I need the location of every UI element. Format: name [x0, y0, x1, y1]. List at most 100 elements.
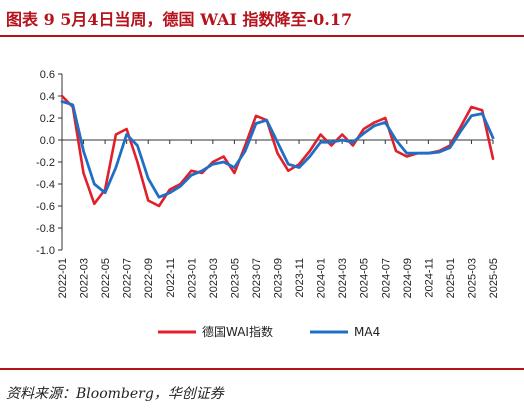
y-tick-label: 0.6: [40, 69, 55, 81]
data-point-wai: [61, 95, 63, 97]
legend-label-wai: 德国WAI指数: [202, 324, 273, 339]
data-point-ma4: [201, 169, 203, 172]
data-point-ma4: [373, 124, 376, 127]
data-point-ma4: [405, 152, 408, 155]
data-point-ma4: [416, 152, 419, 155]
x-tick-label: 2022-11: [165, 258, 177, 298]
series-line-wai: [60, 94, 495, 208]
y-tick-label: -0.6: [36, 201, 55, 213]
series-layer: [60, 94, 495, 208]
data-point-wai: [352, 144, 354, 147]
x-tick-label: 2024-05: [359, 258, 371, 298]
data-point-ma4: [125, 133, 128, 136]
data-point-ma4: [255, 122, 257, 125]
y-tick-label: 0.2: [40, 113, 55, 125]
data-point-wai: [330, 144, 333, 147]
data-point-ma4: [298, 166, 300, 169]
y-tick-label: -1.0: [36, 245, 55, 257]
data-point-ma4: [168, 191, 171, 194]
chart-canvas: 0.6 0.4 0.2 0.0 -0.2 -0.4 -0.6 -0.8 -1.0 2022-01…: [36, 69, 500, 339]
data-point-ma4: [427, 152, 430, 155]
data-point-ma4: [352, 141, 354, 144]
y-tick-label: 0.4: [40, 91, 55, 103]
x-tick-label: 2023-07: [251, 258, 263, 298]
data-point-wai: [255, 114, 257, 117]
data-point-wai: [373, 121, 376, 124]
data-point-wai: [158, 205, 160, 207]
source-note: 资料来源：Bloomberg，华创证券: [6, 386, 224, 402]
x-tick-label: 2024-11: [423, 258, 435, 298]
data-point-ma4: [244, 150, 247, 152]
data-point-wai: [405, 155, 408, 158]
data-point-wai: [168, 188, 171, 191]
data-point-ma4: [438, 151, 441, 153]
data-point-wai: [201, 172, 203, 174]
data-point-ma4: [265, 119, 268, 122]
data-point-wai: [136, 161, 139, 163]
data-point-ma4: [190, 174, 193, 177]
data-point-ma4: [211, 163, 214, 166]
data-point-wai: [276, 152, 279, 155]
data-point-ma4: [459, 130, 462, 133]
data-point-ma4: [222, 161, 225, 163]
data-point-wai: [319, 133, 322, 136]
legend-label-ma4: MA4: [354, 325, 380, 339]
x-tick-label: 2023-11: [294, 258, 306, 298]
data-point-ma4: [341, 139, 344, 141]
x-axis: 2022-01 2022-03 2022-05 2022-07 2022-09 2022-…: [57, 139, 500, 298]
data-point-wai: [82, 172, 85, 174]
data-point-ma4: [147, 177, 150, 180]
x-tick-label: 2025-05: [488, 258, 500, 298]
data-point-wai: [341, 133, 344, 136]
data-point-wai: [233, 172, 236, 174]
x-tick-label: 2022-09: [143, 258, 155, 298]
data-point-wai: [470, 106, 473, 108]
data-point-ma4: [71, 103, 74, 106]
figure-header: 图表 9 5月4日当周，德国 WAI 指数降至-0.17: [0, 0, 524, 38]
x-tick-label: 2024-09: [402, 258, 414, 298]
data-point-ma4: [395, 139, 397, 141]
x-tick-label: 2023-09: [273, 258, 285, 298]
data-point-ma4: [104, 191, 106, 194]
data-point-wai: [308, 150, 311, 152]
data-point-wai: [211, 161, 214, 163]
x-tick-label: 2024-01: [316, 258, 328, 298]
data-point-wai: [384, 117, 387, 119]
data-point-ma4: [233, 166, 236, 169]
y-tick-label: -0.4: [36, 179, 55, 191]
x-tick-label: 2025-01: [445, 258, 457, 298]
y-tick-label: -0.2: [36, 157, 55, 169]
x-tick-label: 2022-05: [100, 258, 112, 298]
data-point-wai: [459, 125, 462, 128]
data-point-ma4: [330, 141, 333, 144]
data-point-wai: [93, 202, 96, 205]
x-tick-label: 2023-05: [229, 258, 241, 298]
data-point-ma4: [449, 146, 451, 149]
x-tick-label: 2022-03: [79, 258, 91, 298]
data-point-wai: [114, 133, 117, 136]
x-tick-label: 2022-01: [57, 258, 69, 298]
data-point-wai: [222, 155, 225, 158]
data-point-ma4: [276, 141, 279, 144]
data-point-ma4: [82, 150, 85, 152]
data-point-ma4: [158, 196, 160, 199]
figure-title: 图表 9 5月4日当周，德国 WAI 指数降至-0.17: [6, 10, 353, 29]
legend: 德国WAI指数 MA4: [158, 324, 380, 339]
data-point-ma4: [114, 166, 117, 169]
y-tick-label: 0.0: [40, 135, 55, 147]
data-point-ma4: [61, 100, 63, 103]
footer-divider: [0, 368, 524, 370]
data-point-ma4: [93, 183, 96, 185]
data-point-ma4: [384, 121, 387, 124]
data-point-ma4: [470, 114, 473, 117]
x-tick-label: 2025-03: [466, 258, 478, 298]
data-point-wai: [147, 199, 150, 202]
y-tick-label: -0.8: [36, 223, 55, 235]
data-point-ma4: [287, 163, 290, 166]
data-point-ma4: [492, 136, 494, 139]
data-point-wai: [492, 157, 494, 160]
x-tick-label: 2024-03: [337, 258, 349, 298]
data-point-ma4: [481, 112, 484, 115]
x-tick-label: 2024-07: [380, 258, 392, 298]
x-tick-label: 2023-01: [186, 258, 198, 298]
